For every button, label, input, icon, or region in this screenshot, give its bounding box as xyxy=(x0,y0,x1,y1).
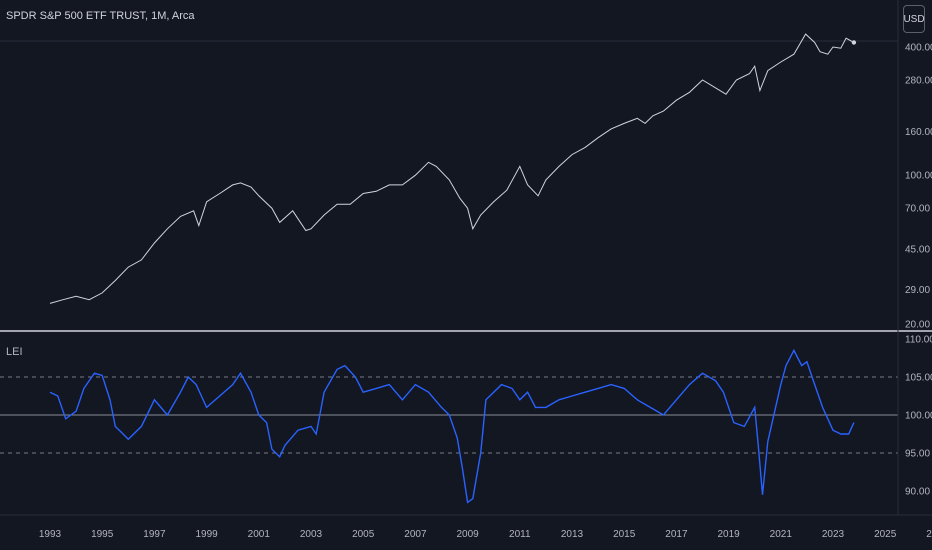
lei-tick-label: 110.00 xyxy=(905,335,932,346)
time-tick-label: 2025 xyxy=(874,529,897,540)
lei-axis-labels: 110.00 105.00 100.00 95.00 90.00 xyxy=(905,335,932,498)
time-tick-label: 2021 xyxy=(770,529,793,540)
lei-tick-label: 95.00 xyxy=(905,449,930,460)
time-tick-label: 1995 xyxy=(91,529,114,540)
lei-tick-label: 100.00 xyxy=(905,411,932,422)
lei-series-line xyxy=(49,348,855,504)
chart-title: SPDR S&P 500 ETF TRUST, 1M, Arca xyxy=(6,10,195,22)
time-axis-labels: 1993 1995 1997 1999 2001 2003 2005 2007 2009 2011… xyxy=(39,529,932,540)
lei-tick-label: 90.00 xyxy=(905,487,930,498)
lei-tick-label: 105.00 xyxy=(905,373,932,384)
currency-button[interactable]: USD xyxy=(903,5,925,33)
price-axis-labels: 400.00 280.00 160.00 100.00 70.00 45.00 29.00 2… xyxy=(905,43,932,331)
price-tick-label: 20.00 xyxy=(905,320,930,331)
time-tick-label: 2009 xyxy=(456,529,479,540)
time-tick-label: 1993 xyxy=(39,529,62,540)
price-tick-label: 160.00 xyxy=(905,127,932,138)
price-tick-label: 29.00 xyxy=(905,285,930,296)
time-tick-label: 2011 xyxy=(509,529,531,540)
time-tick-label: 2019 xyxy=(717,529,740,540)
time-tick-label: 1999 xyxy=(195,529,218,540)
time-tick-label: 2005 xyxy=(352,529,375,540)
lei-pane-label: LEI xyxy=(6,346,23,358)
time-tick-label: 2027 xyxy=(926,529,932,540)
time-tick-label: 1997 xyxy=(143,529,166,540)
last-price-marker xyxy=(851,40,857,45)
time-tick-label: 2023 xyxy=(822,529,845,540)
price-tick-label: 100.00 xyxy=(905,171,932,182)
time-tick-label: 2003 xyxy=(300,529,323,540)
price-series-line xyxy=(49,33,855,304)
price-tick-label: 280.00 xyxy=(905,76,932,87)
time-tick-label: 2013 xyxy=(561,529,584,540)
time-tick-label: 2007 xyxy=(404,529,427,540)
price-tick-label: 70.00 xyxy=(905,204,930,215)
time-tick-label: 2017 xyxy=(665,529,688,540)
time-tick-label: 2001 xyxy=(248,529,271,540)
price-tick-label: 400.00 xyxy=(905,43,932,54)
price-tick-label: 45.00 xyxy=(905,245,930,256)
time-tick-label: 2015 xyxy=(613,529,636,540)
